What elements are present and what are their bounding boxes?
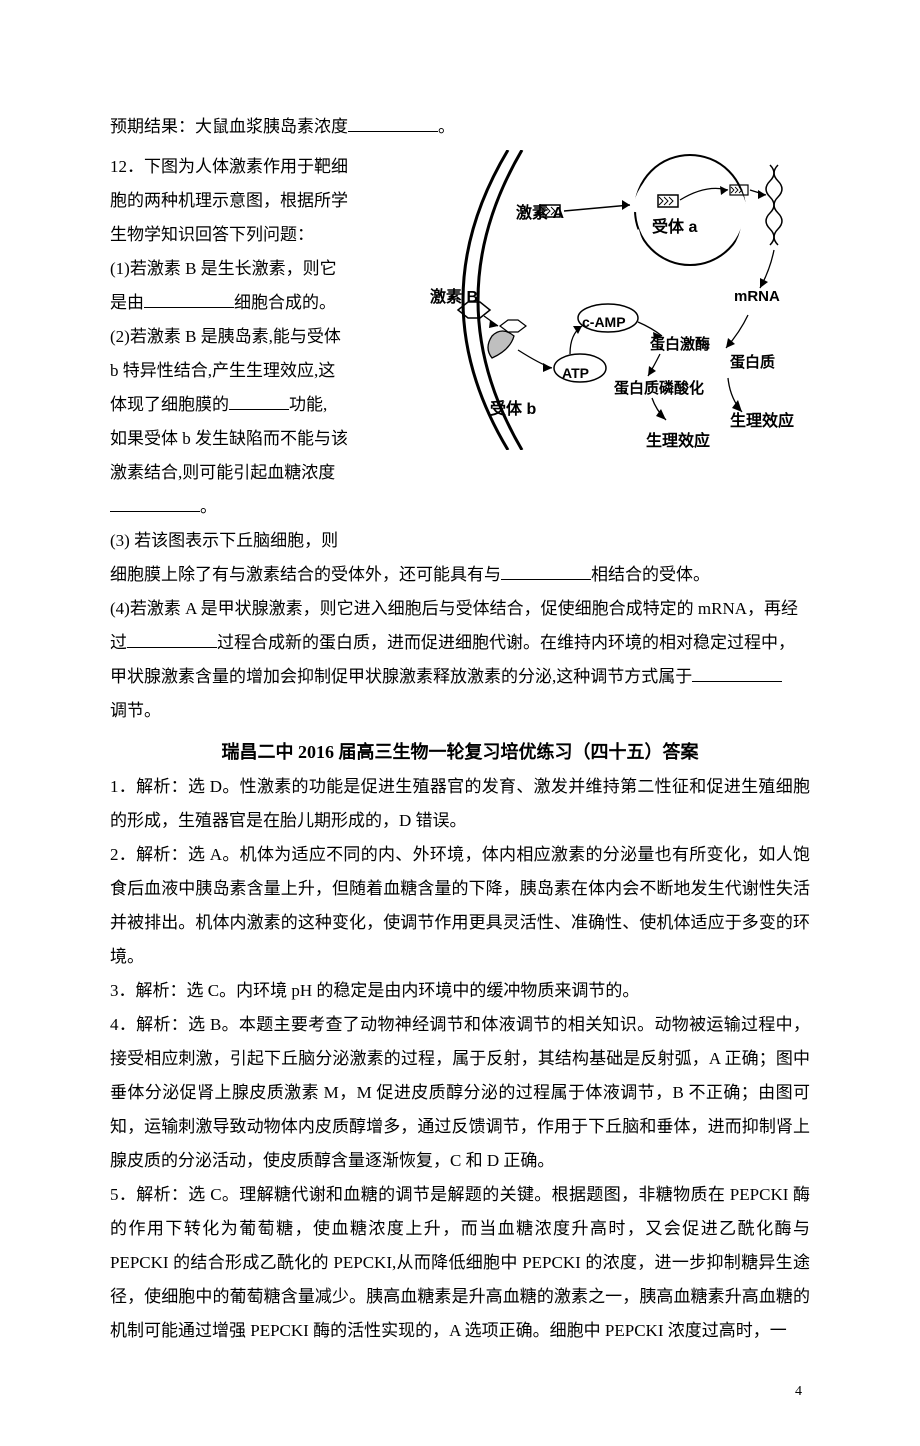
q12-p2f-suf: 。: [200, 497, 217, 516]
label-protein-enzyme: 蛋白激酶: [650, 330, 710, 360]
q12-p2e: 激素结合,则可能引起血糖浓度: [110, 456, 810, 490]
q12-p4a: (4)若激素 A 是甲状腺激素，则它进入细胞后与受体结合，促使细胞合成特定的 m…: [110, 592, 810, 626]
page-root: 预期结果：大鼠血浆胰岛素浓度。: [0, 0, 920, 1446]
label-camp: c-AMP: [582, 308, 626, 336]
q12-block: 激素 A 受体 a 激素 B c-AMP ATP mRNA 蛋白激酶 蛋白质 蛋…: [110, 150, 810, 728]
q12-p4c-pre: 甲状腺激素含量的增加会抑制促甲状腺激素释放激素的分泌,这种调节方式属于: [110, 667, 692, 686]
q12-p2f: 。: [110, 490, 810, 524]
label-phospho: 蛋白质磷酸化: [614, 374, 704, 404]
label-effect-1: 生理效应: [730, 406, 794, 438]
answer-3: 3．解析：选 C。内环境 pH 的稳定是由内环境中的缓冲物质来调节的。: [110, 974, 810, 1008]
q12-p2f-blank: [110, 494, 200, 512]
q12-p1b-pre: 是由: [110, 293, 144, 312]
q12-p4d: 调节。: [110, 694, 810, 728]
q12-p2c-pre: 体现了细胞膜的: [110, 395, 229, 414]
answer-1: 1．解析：选 D。性激素的功能是促进生殖器官的发育、激发并维持第二性征和促进生殖…: [110, 770, 810, 838]
label-protein: 蛋白质: [730, 348, 775, 378]
label-receptor-b: 受体 b: [490, 394, 536, 426]
q12-p3b-suf: 相结合的受体。: [591, 565, 710, 584]
q11-suffix: 。: [438, 117, 455, 136]
answer-4: 4．解析：选 B。本题主要考查了动物神经调节和体液调节的相关知识。动物被运输过程…: [110, 1008, 810, 1178]
q12-p1b-suf: 细胞合成的。: [234, 293, 336, 312]
answers-title: 瑞昌二中 2016 届高三生物一轮复习培优练习（四十五）答案: [110, 734, 810, 770]
label-atp: ATP: [562, 359, 589, 387]
label-hormone-a: 激素 A: [516, 198, 564, 230]
q11-prefix: 预期结果：大鼠血浆胰岛素浓度: [110, 117, 348, 136]
q12-p3b-pre: 细胞膜上除了有与激素结合的受体外，还可能具有与: [110, 565, 501, 584]
q12-p1-blank: [144, 290, 234, 308]
q12-p3-blank: [501, 562, 591, 580]
label-mrna: mRNA: [734, 282, 780, 312]
q12-p2c-suf: 功能,: [289, 395, 327, 414]
q12-p4b: 过 过程合成新的蛋白质，进而促进细胞代谢。在维持内环境的相对稳定过程中，: [110, 626, 810, 660]
q12-p3a: (3) 若该图表示下丘脑细胞，则: [110, 524, 810, 558]
q11-line: 预期结果：大鼠血浆胰岛素浓度 。: [110, 110, 810, 144]
label-hormone-b: 激素 B: [430, 282, 478, 314]
label-effect-2: 生理效应: [646, 426, 710, 458]
q12-p4b-mid: 过程合成新的蛋白质，进而促进细胞代谢。在维持内环境的相对稳定过程中，: [217, 633, 795, 652]
q12-p4b-pre: 过: [110, 633, 127, 652]
q11-blank: [348, 114, 438, 132]
q12-p4c: 甲状腺激素含量的增加会抑制促甲状腺激素释放激素的分泌,这种调节方式属于: [110, 660, 810, 694]
q12-p3b: 细胞膜上除了有与激素结合的受体外，还可能具有与 相结合的受体。: [110, 558, 810, 592]
label-receptor-a: 受体 a: [652, 212, 697, 244]
hormone-diagram: 激素 A 受体 a 激素 B c-AMP ATP mRNA 蛋白激酶 蛋白质 蛋…: [430, 150, 810, 450]
answer-5: 5．解析：选 C。理解糖代谢和血糖的调节是解题的关键。根据题图，非糖物质在 PE…: [110, 1178, 810, 1348]
q12-p4-blank2: [692, 664, 782, 682]
answer-2: 2．解析：选 A。机体为适应不同的内、外环境，体内相应激素的分泌量也有所变化，如…: [110, 838, 810, 974]
q12-p4-blank1: [127, 630, 217, 648]
page-number: 4: [110, 1378, 810, 1406]
q12-p2-blank: [229, 392, 289, 410]
